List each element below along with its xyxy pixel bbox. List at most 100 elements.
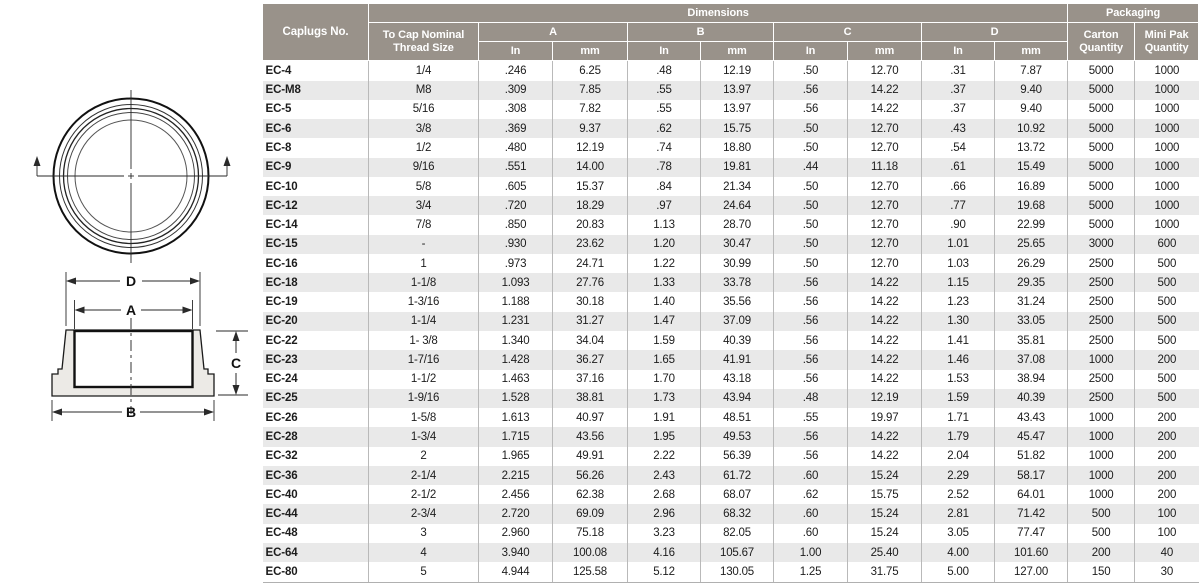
cell-c_mm: 12.70 [847, 215, 922, 235]
cell-b_mm: 43.18 [700, 369, 774, 389]
dim-label-a: A [126, 302, 136, 318]
cell-thread: 1-1/2 [368, 369, 479, 389]
cell-a_in: .720 [478, 196, 553, 216]
cell-c_in: .56 [773, 331, 848, 351]
cell-c_mm: 12.19 [847, 388, 922, 409]
cell-b_mm: 24.64 [700, 196, 774, 216]
cell-d_mm: 45.47 [993, 427, 1068, 447]
cell-carton: 2500 [1067, 273, 1135, 293]
cell-carton: 1000 [1067, 427, 1135, 447]
cell-carton: 2500 [1067, 369, 1135, 389]
cell-c_in: .56 [773, 99, 848, 120]
col-header-dim-d: D [920, 22, 1069, 42]
cell-d_mm: 19.68 [993, 196, 1068, 216]
cell-a_mm: 27.76 [552, 273, 628, 293]
cell-d_mm: 71.42 [993, 504, 1068, 524]
cell-a_mm: 125.58 [552, 562, 628, 583]
col-header-b-mm: mm [700, 41, 774, 61]
cell-b_mm: 37.09 [700, 311, 774, 332]
cell-no: EC-8 [265, 141, 292, 154]
top-view-drawing [33, 90, 231, 263]
cell-a_mm: 23.62 [552, 234, 628, 254]
cross-section-drawing: D A C [51, 272, 248, 421]
cell-carton: 500 [1067, 504, 1135, 524]
table-row: EC-64 4 3.940 100.08 4.16 105.67 1.00 25.40 4.00… [262, 542, 1199, 563]
cell-carton: 1000 [1067, 408, 1135, 428]
cell-mini: 600 [1134, 234, 1199, 254]
cell-a_mm: 56.26 [552, 465, 628, 486]
cell-b_mm: 13.97 [700, 99, 774, 120]
cell-b_in: .55 [627, 80, 701, 100]
cell-carton: 1000 [1067, 446, 1135, 466]
cell-c_in: 1.25 [773, 562, 848, 583]
cell-c_in: .50 [773, 138, 848, 158]
cell-thread: 1 [368, 253, 479, 274]
cell-d_in: .66 [921, 176, 995, 197]
cell-b_mm: 12.19 [700, 60, 774, 81]
cell-d_mm: 33.05 [993, 311, 1068, 332]
cell-no: EC-32 [265, 450, 298, 463]
cell-a_in: 3.940 [478, 542, 553, 563]
cell-c_mm: 14.22 [847, 446, 922, 466]
cell-b_mm: 21.34 [700, 176, 774, 197]
cell-a_in: 1.463 [478, 369, 553, 389]
cell-a_mm: 37.16 [552, 369, 628, 389]
cell-d_in: .61 [921, 157, 995, 177]
cell-c_in: .50 [773, 253, 848, 274]
cell-b_in: 1.40 [627, 292, 701, 312]
col-header-d-in: In [921, 41, 995, 61]
cell-b_mm: 35.56 [700, 292, 774, 312]
cell-d_in: 1.01 [921, 234, 995, 254]
cell-c_in: .50 [773, 215, 848, 235]
cell-d_mm: 40.39 [993, 388, 1068, 409]
cell-d_mm: 43.43 [993, 408, 1068, 428]
cell-c_in: .56 [773, 273, 848, 293]
cell-c_mm: 14.22 [847, 311, 922, 332]
cell-d_mm: 77.47 [993, 523, 1068, 543]
cell-no: EC-23 [262, 350, 369, 370]
cell-d_in: 1.03 [921, 253, 995, 274]
cell-mini: 500 [1134, 369, 1199, 389]
cell-mini: 1000 [1134, 157, 1199, 177]
cell-carton: 200 [1067, 542, 1135, 563]
table-row: EC-14 7/8.850 20.83 1.13 28.70.50 12.70.90 22.… [263, 215, 1199, 235]
cell-c_mm: 31.75 [847, 562, 922, 583]
cell-mini: 200 [1134, 446, 1199, 466]
cell-c_in: .56 [773, 446, 848, 466]
cell-d_in: 1.79 [921, 427, 995, 447]
cell-c_in: .56 [773, 369, 848, 389]
cell-c_mm: 12.70 [847, 234, 922, 254]
cell-b_in: 1.20 [627, 234, 701, 254]
group-header-dimensions: Dimensions [367, 3, 1069, 23]
table-row: EC-44 2-3/4 2.720 69.09 2.96 68.32.60 15.24 2.8… [262, 504, 1199, 524]
cap-technical-drawing: D A C [33, 90, 248, 421]
cell-c_mm: 15.24 [847, 504, 922, 524]
cell-d_mm: 29.35 [993, 273, 1068, 293]
cell-b_in: .97 [627, 196, 701, 216]
cell-no: EC-19 [265, 296, 298, 309]
col-header-c-mm: mm [847, 41, 922, 61]
cell-b_in: 1.22 [627, 253, 701, 274]
cell-b_mm: 61.72 [700, 465, 774, 486]
cell-a_in: .605 [478, 176, 553, 197]
cell-c_in: .55 [773, 408, 848, 428]
cell-a_in: 1.093 [478, 273, 553, 293]
cell-d_in: 1.53 [921, 369, 995, 389]
table-row: EC-10 5/8.605 15.37.84 21.34.50 12.70.66 16.8… [263, 176, 1199, 197]
table-row: EC-18 1-1/8 1.093 27.76 1.33 33.78.56 14.22 1.1… [262, 273, 1199, 293]
cell-thread: 9/16 [368, 157, 479, 177]
cell-carton: 1000 [1067, 465, 1135, 486]
cell-thread: 1-5/8 [368, 408, 479, 428]
table-row: EC-15- .930 23.62 1.20 30.47.50 12.70 1.01 25.6… [262, 234, 1199, 254]
cell-thread: 1/4 [368, 60, 479, 81]
cell-a_mm: 100.08 [552, 542, 628, 563]
cell-b_mm: 19.81 [700, 157, 774, 177]
cell-a_in: .930 [478, 234, 553, 254]
cell-carton: 2500 [1067, 253, 1135, 274]
cell-d_mm: 31.24 [993, 292, 1068, 312]
cell-no: EC-28 [262, 427, 369, 447]
col-header-a-in: In [478, 41, 553, 61]
cell-d_in: 2.52 [921, 485, 995, 505]
table-row: EC-40 2-1/2 2.456 62.38 2.68 68.07.62 15.75 2.5… [263, 485, 1199, 505]
table-row: EC-12 3/4.720 18.29.97 24.64.50 12.70.77 19.6… [262, 196, 1199, 216]
